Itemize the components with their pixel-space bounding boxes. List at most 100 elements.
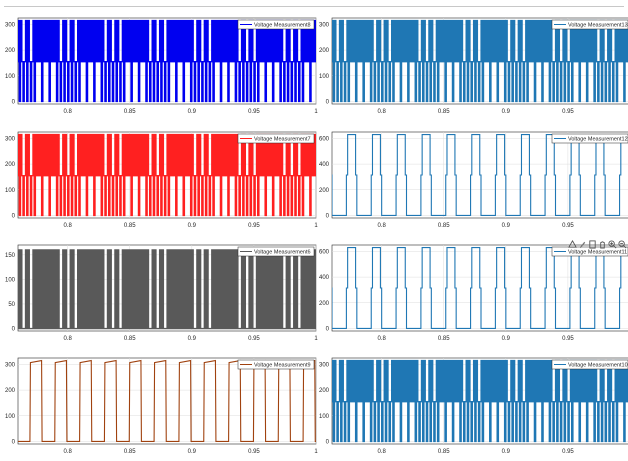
plot-p8: 0.8 0.85 0.9 0.95 0 100 200 300 Voltage Measurem… [319, 357, 628, 455]
legend-label: Voltage Measurement13 [568, 23, 628, 29]
x-tick-label: 0.9 [188, 109, 197, 115]
x-tick-label: 0.95 [562, 223, 574, 229]
y-tick-label: 0 [12, 327, 16, 333]
x-tick-label: 0.85 [438, 336, 450, 342]
legend-box [551, 133, 628, 144]
legend-label: Voltage Measurement10 [568, 363, 628, 369]
x-tick-label: 0.85 [438, 223, 450, 229]
x-tick-label: 0.85 [124, 223, 136, 229]
y-tick-label: 400 [319, 162, 330, 168]
axes-toolbar [568, 240, 628, 249]
legend-box [237, 19, 315, 30]
y-tick-label: 150 [5, 253, 16, 259]
series-line [332, 247, 628, 329]
x-tick-label: 0.95 [562, 449, 574, 455]
x-tick-label: 1 [314, 336, 318, 342]
zoom-out-icon[interactable] [618, 240, 627, 249]
brush-icon[interactable] [578, 240, 587, 249]
legend-box [551, 359, 628, 370]
x-tick-label: 0.9 [502, 336, 511, 342]
legend-label: Voltage Measurement7 [254, 137, 311, 143]
legend-label: Voltage Measurement9 [254, 363, 311, 369]
y-tick-label: 200 [319, 301, 330, 307]
y-tick-label: 200 [5, 162, 16, 168]
y-tick-label: 100 [319, 74, 330, 80]
series-line [332, 359, 628, 443]
axes-box [17, 357, 317, 445]
plot-p4: 0.8 0.85 0.9 0.95 0 200 400 600 Voltage Measurem… [319, 131, 628, 229]
y-tick-label: 600 [319, 249, 330, 255]
y-tick-label: 0 [326, 99, 330, 105]
x-tick-label: 0.95 [248, 109, 260, 115]
data-tips-icon[interactable] [588, 240, 597, 249]
y-tick-label: 50 [8, 302, 15, 308]
figure-top-border [4, 6, 624, 7]
x-tick-label: 0.8 [63, 109, 72, 115]
plot-p5: 0.8 0.85 0.9 0.95 1 0 50 100 150 Voltage Measurem… [5, 244, 318, 342]
series-line [18, 19, 316, 103]
y-tick-label: 100 [5, 188, 16, 194]
legend-box [237, 133, 315, 144]
series-line [332, 134, 628, 216]
legend-box [237, 246, 315, 257]
y-tick-label: 0 [12, 439, 16, 445]
x-tick-label: 0.85 [124, 336, 136, 342]
x-tick-label: 0.9 [502, 109, 511, 115]
y-tick-label: 0 [12, 213, 16, 219]
x-tick-label: 0.85 [124, 109, 136, 115]
y-tick-label: 300 [5, 22, 16, 28]
x-tick-label: 0.95 [248, 223, 260, 229]
plot-p3: 0.8 0.85 0.9 0.95 1 0 100 200 300 Voltage Measure… [5, 131, 318, 229]
y-tick-label: 200 [5, 388, 16, 394]
y-tick-label: 0 [12, 99, 16, 105]
y-tick-label: 200 [5, 48, 16, 54]
y-tick-label: 200 [319, 388, 330, 394]
x-tick-label: 0.9 [188, 223, 197, 229]
zoom-in-icon[interactable] [608, 240, 617, 249]
legend-box [237, 359, 315, 370]
series-line [18, 249, 316, 330]
legend-label: Voltage Measurement12 [568, 137, 628, 143]
y-tick-label: 400 [319, 275, 330, 281]
pan-icon[interactable] [598, 240, 607, 249]
y-tick-label: 0 [326, 213, 330, 219]
x-tick-label: 0.8 [377, 109, 386, 115]
legend-label: Voltage Measurement6 [254, 250, 311, 256]
x-tick-label: 0.85 [438, 449, 450, 455]
x-tick-label: 0.8 [63, 223, 72, 229]
plot-p2: 0.8 0.85 0.9 0.95 0 100 200 300 Voltage Measurem… [319, 17, 628, 115]
y-tick-label: 300 [5, 136, 16, 142]
export-icon[interactable] [568, 240, 577, 249]
y-tick-label: 300 [319, 22, 330, 28]
y-tick-label: 100 [5, 414, 16, 420]
x-tick-label: 0.85 [438, 109, 450, 115]
y-tick-label: 0 [326, 326, 330, 332]
x-tick-label: 0.8 [377, 449, 386, 455]
y-tick-label: 0 [326, 439, 330, 445]
y-tick-label: 600 [319, 136, 330, 142]
y-tick-label: 300 [5, 362, 16, 368]
x-tick-label: 1 [314, 109, 318, 115]
y-tick-label: 200 [319, 48, 330, 54]
plot-p6: 0.8 0.85 0.9 0.95 0 200 400 600 Voltage Measurem… [319, 244, 628, 342]
x-tick-label: 0.95 [562, 336, 574, 342]
x-tick-label: 1 [314, 449, 318, 455]
x-tick-label: 0.9 [188, 336, 197, 342]
plot-p1: 0.8 0.85 0.9 0.95 1 0 100 200 300 Voltage Measure… [5, 17, 318, 115]
y-tick-label: 300 [319, 362, 330, 368]
x-tick-label: 1 [314, 223, 318, 229]
x-tick-label: 0.8 [63, 449, 72, 455]
y-tick-label: 100 [5, 277, 16, 283]
y-tick-label: 100 [319, 414, 330, 420]
x-tick-label: 0.95 [248, 336, 260, 342]
x-tick-label: 0.8 [377, 336, 386, 342]
x-tick-label: 0.95 [562, 109, 574, 115]
y-tick-label: 200 [319, 188, 330, 194]
series-line [18, 133, 316, 217]
series-line [332, 19, 628, 103]
x-tick-label: 0.9 [188, 449, 197, 455]
plot-p7: 0.8 0.85 0.9 0.95 1 0 100 200 300 Voltage Measure… [5, 357, 318, 455]
x-tick-label: 0.8 [377, 223, 386, 229]
legend-label: Voltage Measurement8 [254, 23, 311, 29]
